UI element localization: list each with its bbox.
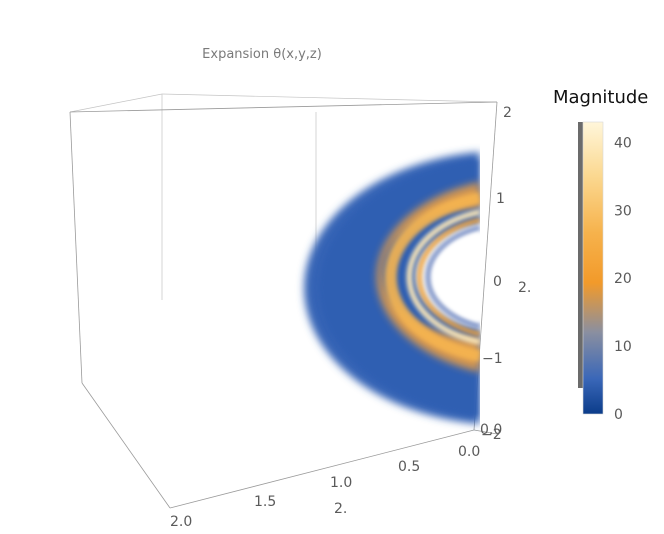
color-legend: Magnitude 0 10 20 30 40 bbox=[553, 87, 648, 423]
tick-label: 2. bbox=[518, 280, 531, 296]
tick-label: −2 bbox=[481, 427, 502, 443]
shell-bright-ring-1 bbox=[384, 192, 480, 362]
legend-tick-label: 40 bbox=[614, 135, 632, 151]
legend-ticks: 0 10 20 30 40 bbox=[614, 135, 632, 423]
vertical-axis: 2 1 0 −1 0.0 bbox=[480, 105, 512, 438]
tick-label: 2 bbox=[503, 105, 512, 121]
tick-label: 0 bbox=[493, 274, 502, 290]
tick-label: 1 bbox=[496, 191, 505, 207]
depth-axis: 2. −2 bbox=[481, 280, 531, 443]
shell-bright-ring-2 bbox=[406, 209, 480, 345]
legend-tick-label: 30 bbox=[614, 203, 632, 219]
tick-label: 0.5 bbox=[398, 459, 420, 475]
volume-shell bbox=[304, 152, 480, 424]
shell-inner-blue-fringe bbox=[425, 225, 480, 329]
shell-orange-band bbox=[376, 182, 480, 372]
tick-label: 1.0 bbox=[330, 475, 352, 491]
tick-label: 1.5 bbox=[254, 494, 276, 510]
shell-hole bbox=[433, 232, 480, 322]
legend-tick-label: 20 bbox=[614, 271, 632, 287]
legend-colorbar bbox=[582, 121, 604, 415]
chart-title: Expansion θ(x,y,z) bbox=[202, 47, 322, 62]
front-axis: 0.0 0.5 1.0 2. 1.5 2.0 bbox=[170, 444, 480, 530]
tick-label: 0.0 bbox=[458, 444, 480, 460]
tick-label: −1 bbox=[482, 351, 503, 367]
legend-tick-label: 0 bbox=[614, 407, 623, 423]
legend-shadow bbox=[578, 122, 583, 388]
tick-label: 2.0 bbox=[170, 514, 192, 530]
tick-label: 0.0 bbox=[480, 422, 502, 438]
tick-label: 2. bbox=[334, 501, 347, 517]
shell-bright-ring-3 bbox=[417, 217, 480, 337]
legend-tick-label: 10 bbox=[614, 339, 632, 355]
legend-title: Magnitude bbox=[553, 87, 648, 108]
